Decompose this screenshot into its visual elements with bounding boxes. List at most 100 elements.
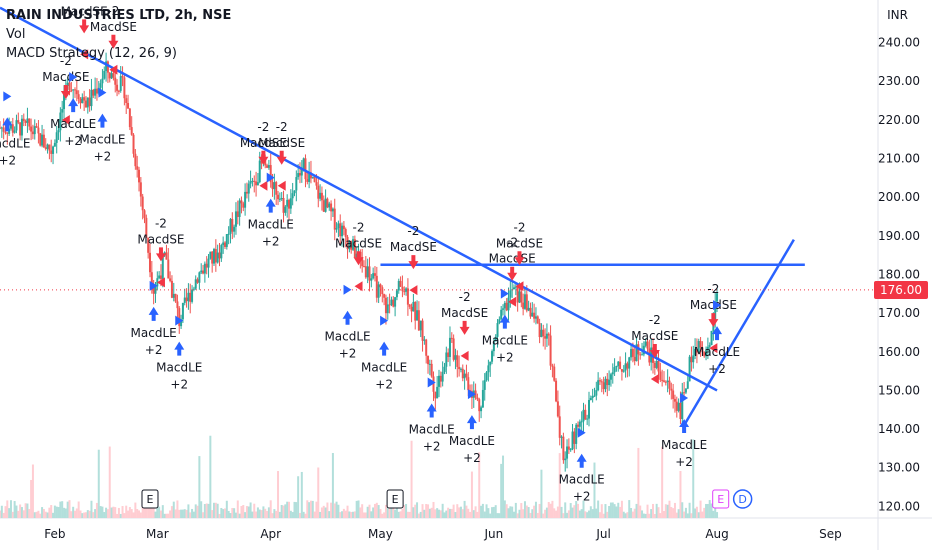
volume-bar — [148, 504, 151, 518]
candle-body — [373, 273, 376, 276]
volume-bar — [273, 509, 276, 518]
volume-bar — [249, 502, 252, 518]
volume-bar — [716, 512, 719, 518]
entry-marker-icon — [175, 315, 184, 326]
y-tick-label: 190.00 — [878, 229, 920, 243]
candle-body — [174, 293, 177, 302]
candle-body — [613, 367, 616, 373]
volume-bar — [271, 513, 274, 518]
symbol-title[interactable]: RAIN INDUSTRIES LTD, 2h, NSE — [6, 8, 232, 23]
volume-bar — [192, 511, 195, 518]
candle-body — [494, 336, 497, 342]
volume-bar — [183, 509, 186, 518]
volume-bar — [675, 512, 678, 518]
candle-body — [706, 346, 709, 351]
volume-bar — [555, 510, 558, 518]
candle-body — [503, 302, 506, 309]
volume-bar — [375, 502, 378, 518]
volume-bar — [620, 500, 623, 518]
event-marker-earnings-upcoming[interactable]: E — [712, 489, 730, 509]
candle-body — [139, 182, 142, 197]
volume-bar — [94, 509, 97, 518]
candle-body — [454, 355, 457, 360]
candle-body — [57, 130, 60, 133]
volume-bar — [181, 509, 184, 518]
volume-bar — [86, 510, 89, 518]
volume-bar — [417, 513, 420, 518]
candle-body — [459, 368, 462, 370]
y-tick-label: 170.00 — [878, 306, 920, 320]
candle-body — [432, 376, 435, 392]
candle-body — [132, 134, 135, 154]
volume-bar — [95, 502, 98, 518]
volume-bar — [419, 511, 422, 518]
volume-bar — [533, 505, 536, 518]
strategy-label[interactable]: MACD Strategy (12, 26, 9) — [6, 46, 177, 61]
volume-bar — [61, 501, 64, 518]
volume-bar — [154, 511, 157, 518]
candle-body — [480, 407, 483, 412]
volume-bar — [267, 507, 270, 518]
volume-series — [0, 435, 719, 518]
candle-body — [392, 299, 395, 307]
volume-bar — [551, 500, 554, 518]
currency-label[interactable]: INR — [887, 8, 908, 22]
volume-bar — [516, 513, 519, 518]
candle-body — [196, 279, 199, 283]
candle-body — [509, 290, 512, 298]
candle-body — [662, 380, 665, 382]
x-tick-label: Jun — [484, 527, 504, 541]
candle-body — [26, 118, 29, 123]
volume-bar — [278, 511, 281, 518]
signal-value: -2 — [60, 54, 72, 68]
candle-body — [578, 421, 581, 427]
signal-long: MacdLE +2 — [131, 280, 177, 357]
volume-bar — [485, 504, 488, 518]
entry-marker-icon — [98, 87, 107, 98]
volume-label[interactable]: Vol — [6, 27, 26, 42]
candle-body — [211, 251, 214, 264]
volume-bar — [198, 456, 201, 518]
candle-body — [417, 310, 420, 331]
volume-bar — [690, 513, 693, 518]
candle-body — [377, 284, 380, 298]
volume-bar — [17, 510, 20, 518]
volume-bar — [597, 500, 600, 518]
volume-bar — [266, 511, 269, 518]
volume-bar — [55, 506, 58, 518]
chart-legend: RAIN INDUSTRIES LTD, 2h, NSE Vol MACD St… — [6, 6, 231, 63]
candle-body — [223, 242, 226, 247]
volume-bar — [652, 503, 655, 518]
short-arrow-icon — [708, 313, 719, 328]
candle-body — [319, 192, 322, 199]
volume-bar — [355, 500, 358, 518]
candle-body — [291, 193, 294, 199]
volume-bar — [481, 503, 484, 518]
volume-bar — [586, 512, 589, 518]
candle-body — [587, 400, 590, 419]
signal-value: -2 — [276, 120, 288, 134]
candle-body — [399, 280, 402, 287]
volume-bar — [44, 511, 47, 518]
volume-bar — [72, 506, 75, 518]
event-marker-dividend[interactable]: D — [732, 489, 753, 509]
volume-bar — [101, 506, 104, 518]
volume-bar — [412, 507, 415, 518]
volume-bar — [125, 505, 128, 518]
candle-body — [227, 233, 230, 235]
event-marker-earnings[interactable]: E — [386, 489, 404, 509]
event-marker-earnings[interactable]: E — [141, 489, 159, 509]
volume-bar — [180, 509, 183, 518]
volume-bar — [288, 501, 291, 518]
short-arrow-icon — [507, 266, 518, 281]
volume-bar — [589, 506, 592, 518]
volume-bar — [227, 510, 230, 518]
volume-bar — [320, 507, 323, 518]
volume-bar — [522, 509, 525, 518]
volume-bar — [399, 511, 402, 518]
volume-bar — [538, 503, 541, 518]
candle-body — [106, 61, 109, 73]
volume-bar — [509, 506, 512, 518]
signal-short: -2 MacdSE — [489, 236, 536, 307]
